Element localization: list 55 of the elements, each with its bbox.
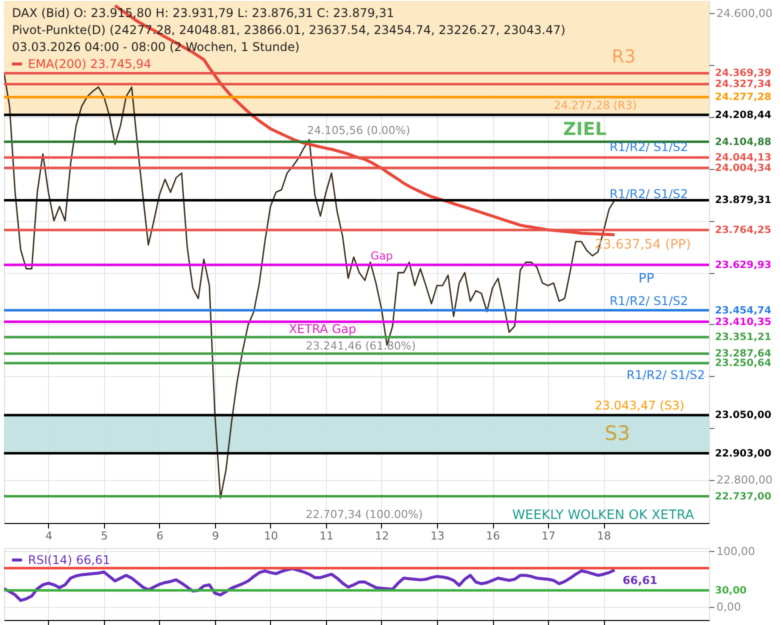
ref-line-label: 22.737,00 — [715, 491, 772, 502]
y-tick-label: 22.800,00 — [716, 473, 772, 486]
x-tick-label: 18 — [597, 530, 612, 542]
x-tick-label: 11 — [319, 530, 334, 542]
x-tick-label: 9 — [212, 530, 219, 542]
annotation: 22.707,34 (100.00%) — [306, 508, 423, 522]
annotation: 24.277,28 (R3) — [554, 98, 637, 112]
line-series — [4, 567, 616, 602]
ref-line-label: 23.629,93 — [715, 260, 772, 271]
x-tick-label: 12 — [374, 530, 389, 542]
y-tick-label: 0,00 — [716, 600, 741, 614]
x-tick-label: 10 — [264, 530, 278, 542]
ref-line-label: 23.351,21 — [715, 332, 772, 344]
ref-line-label: 23.879,31 — [715, 195, 772, 206]
x-tick-label: 4 — [45, 530, 52, 542]
ref-line-label: 24.004,34 — [715, 162, 772, 174]
annotation: PP — [638, 272, 654, 287]
legend-label: EMA(200) 23.745,94 — [28, 57, 152, 71]
band-label: S3 — [604, 421, 630, 446]
annotation: XETRA Gap — [288, 322, 356, 336]
annotation: 03.03.2026 04:00 - 08:00 (2 Wochen, 1 Stunde) — [12, 40, 300, 54]
ref-line-label: 24.327,34 — [715, 79, 772, 90]
annotation: R1/R2/ S1/S2 — [626, 368, 705, 382]
annotation: R1/R2/ S1/S2 — [610, 187, 688, 202]
annotation: 23.241,46 (61.80%) — [306, 340, 416, 353]
annotation: R1/R2/ S1/S2 — [610, 294, 688, 308]
ref-line-label: 24.369,39 — [715, 68, 772, 80]
ref-line-label: 23.050,00 — [715, 410, 772, 422]
y-tick-label: 100,00 — [716, 544, 755, 558]
ref-line-label: 22.903,00 — [715, 448, 772, 460]
legend-label: RSI(14) 66,61 — [28, 553, 110, 567]
annotation: R3 — [612, 46, 636, 68]
ref-line-label: 24.044,13 — [715, 152, 772, 164]
ref-line-label: 24.104,88 — [715, 136, 772, 148]
x-tick-label: 13 — [430, 530, 444, 542]
annotation: Gap — [370, 249, 393, 262]
annotation: R1/R2/ S1/S2 — [610, 140, 688, 154]
ref-line-label: 30,00 — [715, 585, 747, 596]
x-tick-label: 5 — [100, 530, 108, 542]
annotation: ZIEL — [563, 118, 607, 140]
ref-line-label: 23.410,35 — [715, 316, 772, 328]
ref-line-label: 24.277,28 — [715, 92, 772, 104]
y-tick-label: 24.600,00 — [716, 6, 772, 20]
ref-line-label: 24.208,44 — [715, 110, 772, 121]
ref-line-label: 23.250,64 — [715, 358, 772, 370]
annotation: 23.043,47 (S3) — [594, 398, 684, 413]
annotation: WEEKLY WOLKEN OK XETRA — [512, 508, 694, 524]
annotation: 24.105,56 (0.00%) — [307, 124, 410, 137]
x-tick-label: 17 — [542, 530, 556, 542]
x-tick-label: 6 — [156, 530, 164, 542]
x-tick-label: 16 — [486, 530, 500, 542]
ref-line-label: 23.454,74 — [715, 305, 772, 316]
data-label: 66,61 — [622, 574, 658, 587]
ref-line-label: 23.287,64 — [715, 348, 772, 360]
ref-line-label: 23.764,25 — [715, 225, 772, 236]
